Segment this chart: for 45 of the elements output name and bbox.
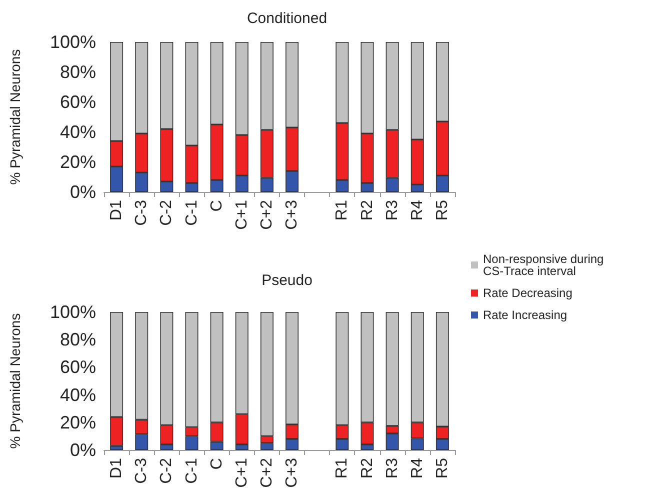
x-tick-label: R2 bbox=[358, 458, 376, 478]
chart-title: Conditioned bbox=[246, 10, 328, 27]
x-tick-label: R5 bbox=[434, 458, 451, 478]
x-tick-label: C+1 bbox=[233, 200, 250, 230]
x-tick-label: C-3 bbox=[133, 200, 150, 226]
x-tick-label: R4 bbox=[408, 458, 426, 478]
x-tick-label: D1 bbox=[108, 200, 126, 220]
x-tick-label: C bbox=[208, 458, 226, 470]
y-tick-label: 80% bbox=[60, 330, 96, 350]
x-tick-label: C-2 bbox=[158, 200, 176, 226]
y-tick-label: 20% bbox=[60, 412, 96, 432]
y-tick-label: 40% bbox=[60, 122, 96, 142]
chart-title: Pseudo bbox=[262, 272, 312, 289]
x-tick-label: C-2 bbox=[158, 458, 176, 484]
y-tick-label: 40% bbox=[60, 384, 96, 405]
legend-label: Non-responsive during CS-Trace interval bbox=[483, 252, 608, 278]
x-tick-label: C+2 bbox=[258, 458, 276, 488]
y-tick-label: 60% bbox=[60, 92, 96, 112]
x-tick-label: R1 bbox=[334, 458, 351, 478]
x-tick-label: R3 bbox=[384, 458, 401, 478]
x-tick-label: C-1 bbox=[183, 200, 200, 226]
x-tick-label: C+1 bbox=[233, 458, 250, 488]
x-tick-label: R4 bbox=[408, 200, 426, 220]
x-tick-label: R3 bbox=[384, 200, 401, 220]
x-tick-label: C bbox=[208, 200, 226, 212]
x-tick-label: C+3 bbox=[284, 458, 301, 488]
x-tick-label: D1 bbox=[108, 458, 126, 478]
x-tick-label: C+2 bbox=[258, 200, 276, 230]
x-tick-label: R1 bbox=[334, 200, 351, 220]
y-axis-title: % Pyramidal Neurons bbox=[7, 49, 23, 185]
y-tick-label: 20% bbox=[60, 152, 96, 172]
y-tick-label: 60% bbox=[60, 357, 96, 378]
y-axis-title: % Pyramidal Neurons bbox=[7, 313, 23, 449]
y-tick-label: 0% bbox=[70, 440, 96, 460]
x-tick-label: R2 bbox=[358, 200, 376, 220]
y-tick-label: 0% bbox=[70, 182, 96, 202]
legend-label: Rate Increasing bbox=[483, 308, 568, 322]
x-tick-label: C+3 bbox=[284, 200, 301, 230]
x-tick-label: C-3 bbox=[133, 458, 150, 484]
legend-label: Rate Decreasing bbox=[483, 286, 572, 300]
x-tick-label: R5 bbox=[434, 200, 451, 220]
x-tick-label: C-1 bbox=[183, 458, 200, 484]
y-tick-label: 100% bbox=[50, 32, 96, 52]
y-tick-label: 100% bbox=[50, 302, 96, 322]
y-tick-label: 80% bbox=[60, 62, 96, 82]
